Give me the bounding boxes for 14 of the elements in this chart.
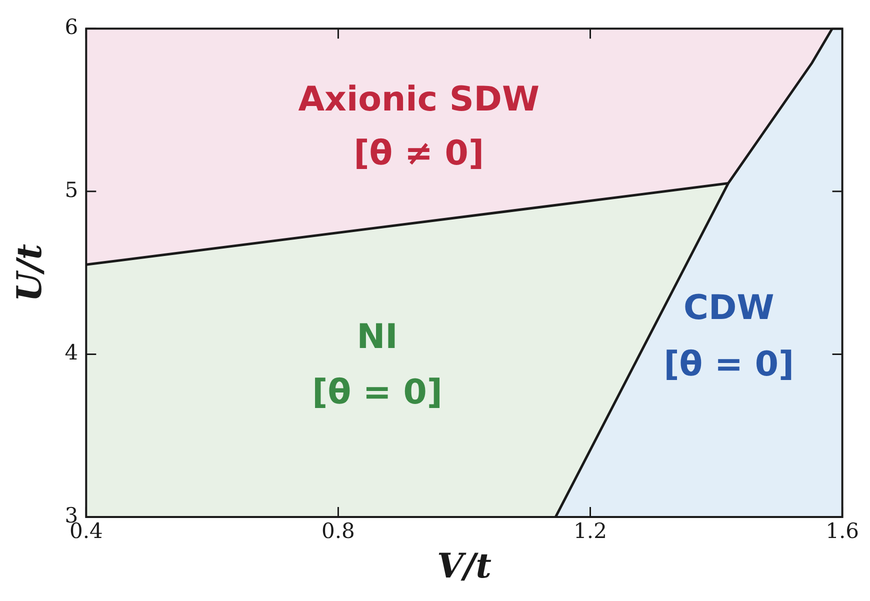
y-tick-label: 4: [64, 340, 78, 365]
x-tick-label: 1.2: [574, 519, 607, 544]
x-tick-label: 0.8: [322, 519, 355, 544]
annotation: [θ = 0]: [312, 372, 442, 413]
annotation: CDW: [684, 288, 774, 328]
y-tick-label: 6: [64, 15, 78, 40]
y-tick-label: 5: [64, 178, 78, 202]
annotation: [θ ≠ 0]: [354, 133, 484, 174]
x-tick-label: 1.6: [826, 519, 860, 544]
annotation: Axionic SDW: [298, 80, 540, 120]
y-axis-title: U/t: [10, 244, 50, 302]
annotation: [θ = 0]: [664, 344, 794, 384]
annotation: NI: [356, 317, 398, 358]
x-axis-title: V/t: [436, 546, 492, 586]
